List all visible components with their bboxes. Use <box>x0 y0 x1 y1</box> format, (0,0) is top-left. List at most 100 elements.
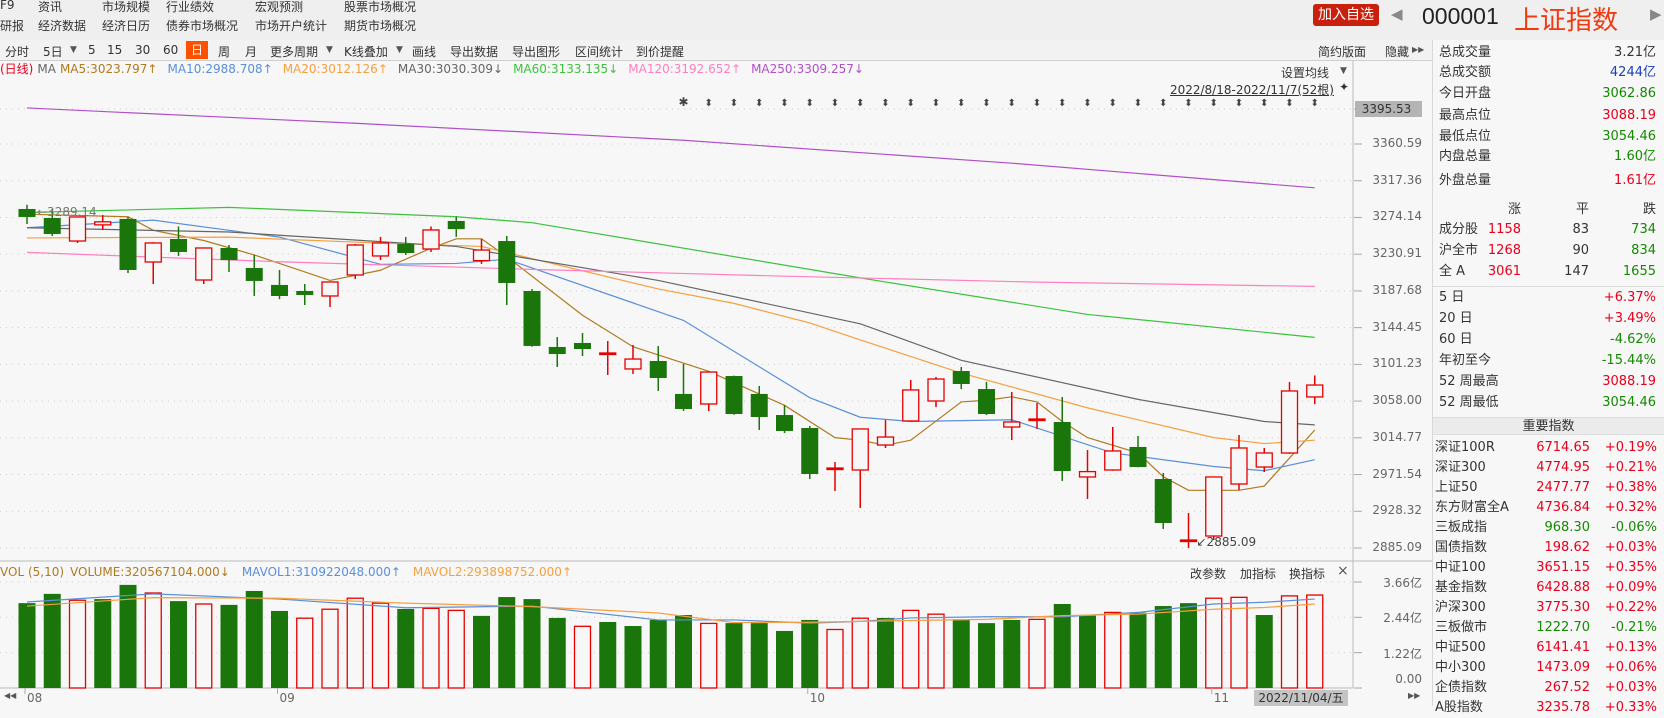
scroll-left-icon[interactable]: ◀◀ <box>4 691 17 700</box>
breadth-up-header: 涨 <box>1507 202 1521 217</box>
tab-intraday[interactable]: 分时 <box>5 45 30 59</box>
menu-f9[interactable]: F9 <box>0 0 15 12</box>
volume-bar <box>321 608 339 689</box>
tab-daily[interactable]: 日 <box>186 41 209 59</box>
tab-5min[interactable]: 5 <box>88 43 96 57</box>
draw-line-button[interactable]: 画线 <box>412 45 437 59</box>
ma-value-5: MA120:3192.652↑ <box>628 62 742 76</box>
volume-bar <box>94 599 112 688</box>
next-stock-icon[interactable]: ▶ <box>1650 5 1662 23</box>
menu-econ-data[interactable]: 经济数据 <box>38 19 87 33</box>
index-name: 三板成指 <box>1435 520 1488 535</box>
candle <box>624 345 642 374</box>
index-row[interactable]: 三板做市 1222.70 -0.21% <box>1435 618 1663 638</box>
menu-bond-overview[interactable]: 债券市场概况 <box>166 19 239 33</box>
menu-macro[interactable]: 宏观预测 <box>255 0 304 14</box>
menu-futures-overview[interactable]: 期货市场概况 <box>344 19 417 33</box>
index-row[interactable]: 基金指数 6428.88 +0.09% <box>1435 578 1663 598</box>
event-marker-icon: ⬍ <box>907 98 915 109</box>
index-price: 4774.95 <box>1536 460 1590 475</box>
menu-market-size[interactable]: 市场规模 <box>102 0 151 14</box>
breadth-down: 834 <box>1631 243 1656 258</box>
price-alert-button[interactable]: 到价提醒 <box>636 45 685 59</box>
ma-value-1: MA10:2988.708↑ <box>167 62 273 76</box>
index-row[interactable]: 上证50 2477.77 +0.38% <box>1435 478 1663 498</box>
volume-bar <box>18 603 36 688</box>
ma-values: MA5:3023.797↑ MA10:2988.708↑ MA20:3012.126… <box>60 61 864 77</box>
index-row[interactable]: 深证300 4774.95 +0.21% <box>1435 458 1663 478</box>
tab-5day[interactable]: 5日 <box>43 45 63 59</box>
menu-account-stats[interactable]: 市场开户统计 <box>255 19 328 33</box>
price-tick-label: 3014.77 <box>1372 429 1422 444</box>
export-image-button[interactable]: 导出图形 <box>512 45 561 59</box>
candle-body <box>1205 476 1223 537</box>
index-row[interactable]: 国债指数 198.62 +0.03% <box>1435 538 1663 558</box>
volume-bar <box>1255 615 1273 688</box>
candle-body <box>68 216 87 242</box>
tab-weekly[interactable]: 周 <box>218 45 231 59</box>
candle <box>1230 434 1248 490</box>
chevron-down-icon[interactable]: ▼ <box>396 45 403 55</box>
quote-row: 总成交额 4244亿 <box>1439 63 1656 83</box>
menu-research[interactable]: 研报 <box>0 19 25 33</box>
index-row[interactable]: 中证100 3651.15 +0.35% <box>1435 558 1663 578</box>
menu-news[interactable]: 资讯 <box>38 0 63 14</box>
simple-layout-button[interactable]: 简约版面 <box>1318 45 1367 59</box>
scroll-right-icon[interactable]: ▶▶ <box>1408 691 1421 700</box>
index-change: +0.13% <box>1604 640 1657 655</box>
tab-30min[interactable]: 30 <box>135 43 151 57</box>
prev-stock-icon[interactable]: ◀ <box>1391 5 1403 23</box>
candle-body <box>1230 447 1248 485</box>
candle-body <box>447 220 465 230</box>
add-indicator-button[interactable]: 加指标 <box>1240 567 1277 581</box>
index-row[interactable]: 沪深300 3775.30 +0.22% <box>1435 598 1663 618</box>
more-periods-button[interactable]: 更多周期 <box>270 45 319 59</box>
tab-monthly[interactable]: 月 <box>245 45 258 59</box>
candle <box>220 245 238 272</box>
menu-econ-calendar[interactable]: 经济日历 <box>102 19 151 33</box>
index-change: -0.06% <box>1611 520 1657 535</box>
volume-bar <box>725 623 743 688</box>
index-row[interactable]: A股指数 3235.78 +0.33% <box>1435 698 1663 718</box>
candle <box>94 215 112 230</box>
chevron-down-icon[interactable]: ▼ <box>1340 66 1347 76</box>
kline-overlay-button[interactable]: K线叠加 <box>344 45 388 59</box>
volume-bar <box>1180 603 1197 688</box>
hide-panel-button[interactable]: 隐藏 <box>1385 45 1410 59</box>
index-row[interactable]: 中小300 1473.09 +0.06% <box>1435 658 1663 678</box>
menu-stock-overview[interactable]: 股票市场概况 <box>344 0 417 14</box>
volume-bar <box>397 608 415 688</box>
candle <box>927 376 945 408</box>
index-price: 6141.41 <box>1536 640 1590 655</box>
volume-bar <box>523 599 541 688</box>
range-stats-button[interactable]: 区间统计 <box>575 45 624 59</box>
quote-label: 今日开盘 <box>1439 86 1492 101</box>
menu-industry[interactable]: 行业绩效 <box>166 0 215 14</box>
index-row[interactable]: 东方财富全A 4736.84 +0.32% <box>1435 498 1663 518</box>
edit-params-button[interactable]: 改参数 <box>1190 567 1227 581</box>
index-name: 沪深300 <box>1435 600 1486 615</box>
candle <box>447 216 465 237</box>
close-icon[interactable]: × <box>1337 563 1349 579</box>
chevron-down-icon[interactable]: ▼ <box>70 45 77 55</box>
volume-bar <box>271 610 288 688</box>
double-chevron-right-icon[interactable]: ▶▶ <box>1412 45 1425 54</box>
index-row[interactable]: 企债指数 267.52 +0.03% <box>1435 678 1663 698</box>
index-row[interactable]: 深证100R 6714.65 +0.19% <box>1435 438 1663 458</box>
add-watchlist-button[interactable]: 加入自选 <box>1313 4 1379 26</box>
index-row[interactable]: 三板成指 968.30 -0.06% <box>1435 518 1663 538</box>
chevron-down-icon[interactable]: ▼ <box>326 45 333 55</box>
quote-row: 今日开盘 3062.86 <box>1439 84 1656 104</box>
pin-icon[interactable]: ✦ <box>1339 80 1350 94</box>
switch-indicator-button[interactable]: 换指标 <box>1289 567 1326 581</box>
index-name: 中小300 <box>1435 660 1486 675</box>
breadth-label: 沪全市 <box>1439 243 1479 258</box>
index-row[interactable]: 中证500 6141.41 +0.13% <box>1435 638 1663 658</box>
tab-15min[interactable]: 15 <box>107 43 123 57</box>
export-data-button[interactable]: 导出数据 <box>450 45 499 59</box>
candle <box>195 247 213 285</box>
kline-chart[interactable]: ←3289.14 ↙2885.09 ✱ ⬍ ⬍ ⬍ ⬍ ⬍ ⬍ ⬍ ⬍ ⬍ ⬍ ⬍ ⬍ ⬍ ⬍ ⬍ ⬍ ⬍ ⬍ ⬍ ⬍ ⬍ ⬍ ⬍… <box>0 0 1432 706</box>
tab-60min[interactable]: 60 <box>163 43 179 57</box>
performance-row: 52 周最高 3088.19 <box>1439 372 1656 392</box>
set-ma-button[interactable]: 设置均线 <box>1281 66 1330 80</box>
